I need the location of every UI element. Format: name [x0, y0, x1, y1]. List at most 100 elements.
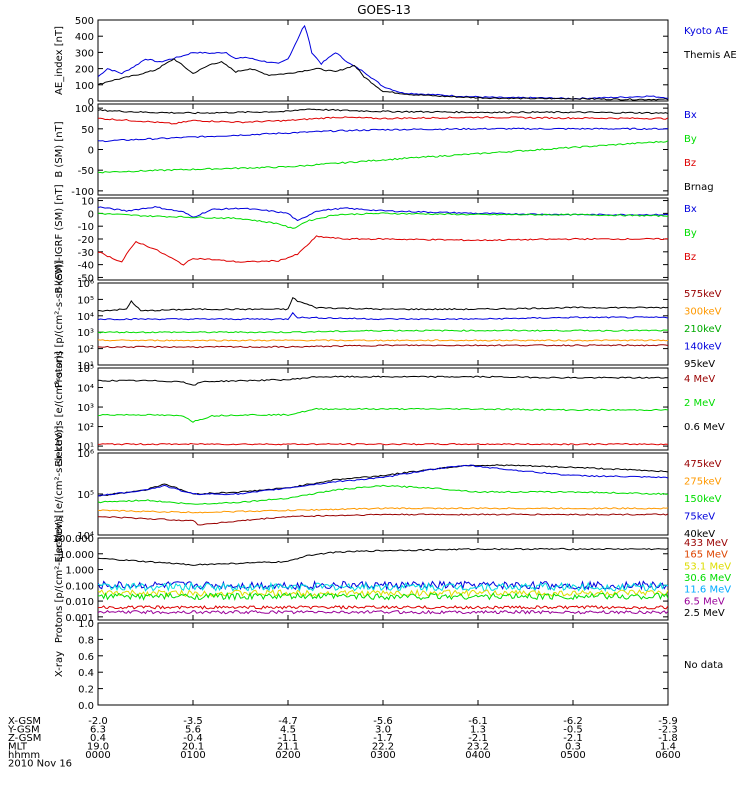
legend-entry: By — [684, 228, 697, 239]
y-tick-label: 100 — [75, 104, 94, 115]
series-433-mev — [98, 547, 668, 566]
y-tick-label: 0 — [88, 209, 94, 220]
panel-3: 100 -10 -20 -30 -40-50 B (SM)-IGRF (SM) [nT] B… — [54, 184, 697, 293]
panel-4: 10¹ 10² 10³ 10⁴ 10⁵ 10⁶ Protons [p/(cm²-s-sr-k… — [54, 260, 722, 388]
y-tick-label: 10² — [77, 423, 94, 434]
panel-frame — [97, 282, 669, 366]
chart-title: GOES-13 — [357, 3, 411, 17]
x-axis-value: 0500 — [560, 750, 585, 761]
y-tick-label: 10 — [81, 197, 94, 208]
x-axis-value: 23.2 — [467, 742, 489, 753]
series-2-5-mev — [98, 609, 668, 615]
series-group — [98, 297, 668, 349]
series-kyoto-ae — [98, 24, 668, 100]
y-axis-label: AE_index [nT] — [54, 26, 65, 95]
y-axis-label: X-ray — [54, 651, 65, 677]
series-group — [98, 375, 668, 446]
y-axis-label: Electrons [e/(cm²-s-sr-keV)] — [54, 425, 65, 562]
series-group — [98, 24, 668, 101]
legend-entry: Bz — [684, 252, 696, 263]
x-axis-value: 21.1 — [277, 742, 299, 753]
legend-entry: 95keV — [684, 359, 715, 370]
legend-entry: 0.6 MeV — [684, 422, 725, 433]
legend-entry: No data — [684, 660, 723, 671]
legend-entry: 11.6 MeV — [684, 585, 731, 596]
x-axis-table: X-GSM -2.0 -3.5 -4.7 -5.6 -6.1 -6.2 -5.9 Y-GSM 6.… — [7, 716, 681, 770]
x-axis-value: 20.1 — [182, 742, 204, 753]
y-tick-label: -100 — [71, 187, 94, 198]
x-axis-value: -6.2 — [563, 716, 583, 727]
panel-frame — [97, 103, 669, 196]
panel-frame — [97, 622, 669, 706]
x-axis-row-label: X-GSM — [8, 716, 41, 727]
series-30-6-mev — [98, 588, 668, 598]
y-tick-label: 10⁵ — [77, 490, 94, 501]
x-axis-row-label: Y-GSM — [7, 725, 40, 736]
y-tick-label: 10⁴ — [77, 384, 94, 395]
series-95kev — [98, 344, 668, 349]
y-tick-label: 10⁵ — [77, 295, 94, 306]
y-tick-label: 10⁴ — [77, 312, 94, 323]
y-tick-label: 0.4 — [78, 668, 94, 679]
y-tick-label: 10² — [77, 345, 94, 356]
y-tick-label: -50 — [78, 273, 94, 284]
panel-frame — [97, 19, 669, 102]
y-tick-label: 0 — [88, 97, 94, 108]
x-axis-value: -3.5 — [183, 716, 203, 727]
x-axis-value: -5.9 — [658, 716, 678, 727]
x-axis-value: 0600 — [655, 750, 680, 761]
series-2-mev — [98, 407, 668, 423]
series-275kev — [98, 507, 668, 514]
legend-entry: By — [684, 134, 697, 145]
series-6-5-mev — [98, 605, 668, 610]
legend-entry: Bx — [684, 110, 697, 121]
x-axis-value: 4.5 — [280, 725, 296, 736]
y-tick-label: 200 — [75, 65, 94, 76]
legend-entry: Bx — [684, 204, 697, 215]
legend-entry: 140keV — [684, 342, 722, 353]
legend-entry: 475keV — [684, 459, 722, 470]
x-axis-value: -2.0 — [88, 716, 108, 727]
y-tick-label: -30 — [78, 248, 94, 259]
y-tick-label: 0.2 — [78, 685, 94, 696]
x-axis-value: 1.3 — [470, 725, 486, 736]
series-53-1-mev — [98, 581, 668, 593]
series-brnag — [98, 108, 668, 115]
y-tick-label: -10 — [78, 222, 94, 233]
x-axis-value: 3.0 — [375, 725, 391, 736]
x-axis-value: -0.4 — [183, 733, 203, 744]
x-axis-value: 22.2 — [372, 742, 394, 753]
y-tick-label: 10¹ — [77, 442, 94, 453]
series-11-6-mev — [98, 591, 668, 601]
panel-1: 0 100 200 300 400 500 AE_index [nT] Kyoto AE The… — [54, 16, 737, 108]
legend-entry: 210keV — [684, 324, 722, 335]
y-tick-label: 1.000 — [65, 566, 94, 577]
y-tick-label: 500 — [75, 16, 94, 27]
y-tick-label: 10⁶ — [77, 279, 94, 290]
legend-entry: Themis AE — [683, 50, 737, 61]
y-tick-label: 300 — [75, 48, 94, 59]
panel-7: 100.000 10.000 1.000 0.100 0.010 0.001Protons… — [53, 515, 732, 643]
series-150kev — [98, 484, 668, 505]
x-axis-value: 0200 — [275, 750, 300, 761]
y-tick-label: 400 — [75, 32, 94, 43]
panel-frame — [97, 452, 669, 536]
x-axis-value: -2.1 — [563, 733, 583, 744]
x-axis-value: 0400 — [465, 750, 490, 761]
y-axis-label: B (SM) [nT] — [54, 121, 65, 177]
y-tick-label: -20 — [78, 235, 94, 246]
series-by — [98, 212, 668, 229]
series-bx — [98, 127, 668, 143]
series-75kev — [98, 464, 668, 497]
legend-entry: 300keV — [684, 307, 722, 318]
y-tick-label: 10⁴ — [77, 531, 94, 542]
x-axis-value: 6.3 — [90, 725, 106, 736]
legend-entry: 75keV — [684, 512, 715, 523]
y-tick-label: 10¹ — [77, 361, 94, 372]
y-tick-label: 100.000 — [53, 534, 94, 545]
series-bz — [98, 235, 668, 266]
x-axis-value: -1.7 — [373, 733, 393, 744]
y-tick-label: 10⁶ — [77, 449, 94, 460]
